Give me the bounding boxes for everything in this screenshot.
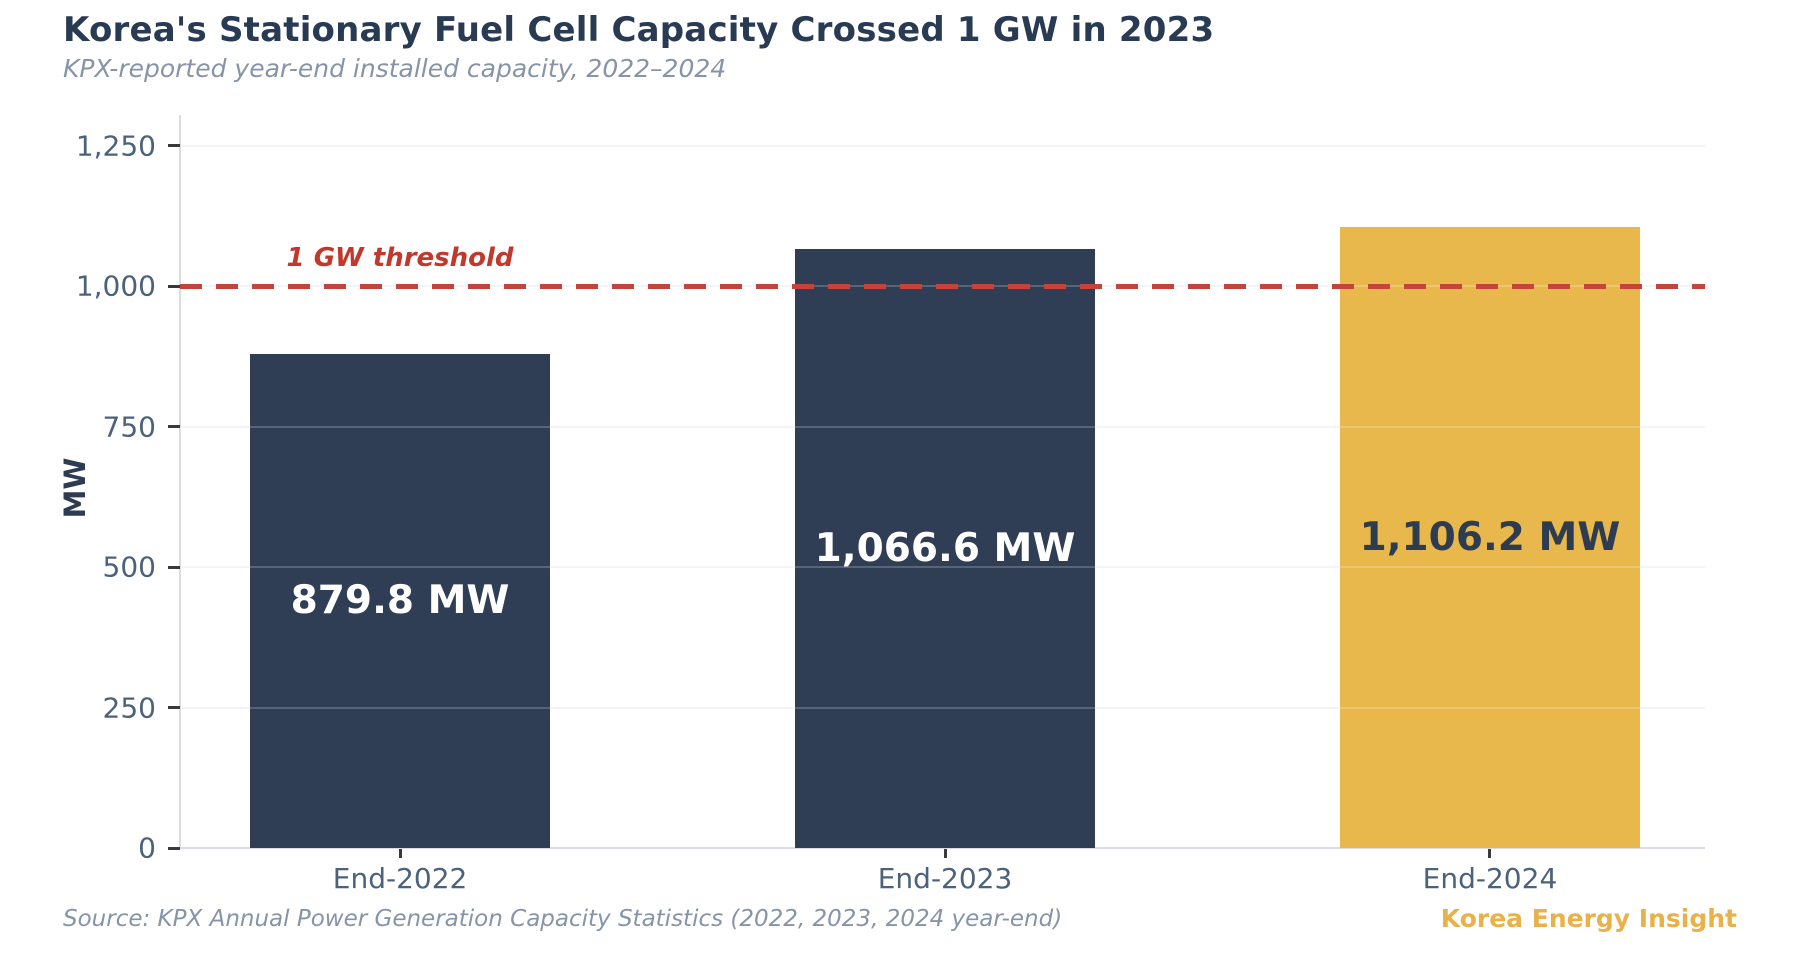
y-tick-label: 1,250 xyxy=(75,129,156,163)
y-gridline-overlay xyxy=(180,566,1705,569)
brand-label: Korea Energy Insight xyxy=(1440,904,1737,933)
bar: 1,106.2 MW xyxy=(1340,226,1640,848)
threshold-label: 1 GW threshold xyxy=(286,243,514,274)
threshold-line xyxy=(180,283,1705,289)
y-tick-mark xyxy=(168,144,180,148)
y-tick-mark xyxy=(168,706,180,710)
bar: 879.8 MW xyxy=(250,353,550,848)
bar-value-label: 1,106.2 MW xyxy=(1359,514,1621,560)
x-tick-label: End-2023 xyxy=(877,862,1013,895)
y-tick-label: 500 xyxy=(102,550,156,584)
bar: 1,066.6 MW xyxy=(795,248,1095,848)
y-gridline-overlay xyxy=(180,425,1705,428)
x-tick-mark xyxy=(1488,849,1492,858)
y-gridline xyxy=(180,144,1705,147)
bar-value-label: 1,066.6 MW xyxy=(814,525,1076,571)
bar-value-label: 879.8 MW xyxy=(290,578,510,624)
source-note: Source: KPX Annual Power Generation Capa… xyxy=(63,906,1063,932)
chart-subtitle: KPX-reported year-end installed capacity… xyxy=(63,54,727,83)
y-axis-line xyxy=(179,115,181,849)
y-gridline-overlay xyxy=(180,144,1705,147)
y-tick-mark xyxy=(168,425,180,429)
chart-title: Korea's Stationary Fuel Cell Capacity Cr… xyxy=(63,10,1215,50)
x-tick-mark xyxy=(398,849,402,858)
y-axis-title: MW xyxy=(58,457,92,519)
y-tick-label: 0 xyxy=(138,831,156,865)
x-tick-label: End-2022 xyxy=(332,862,468,895)
x-tick-mark xyxy=(943,849,947,858)
x-tick-label: End-2024 xyxy=(1422,862,1558,895)
y-tick-mark xyxy=(168,846,180,850)
x-axis-line xyxy=(179,847,1705,849)
y-tick-label: 1,000 xyxy=(75,269,156,303)
y-tick-mark xyxy=(168,565,180,569)
y-gridline-overlay xyxy=(180,706,1705,709)
y-tick-mark xyxy=(168,284,180,288)
plot-area: 0 250 500 750 1,000 1,250 879.8 MW End-2022 1,06… xyxy=(76,115,1705,895)
y-tick-label: 750 xyxy=(102,410,156,444)
y-tick-label: 250 xyxy=(102,691,156,725)
